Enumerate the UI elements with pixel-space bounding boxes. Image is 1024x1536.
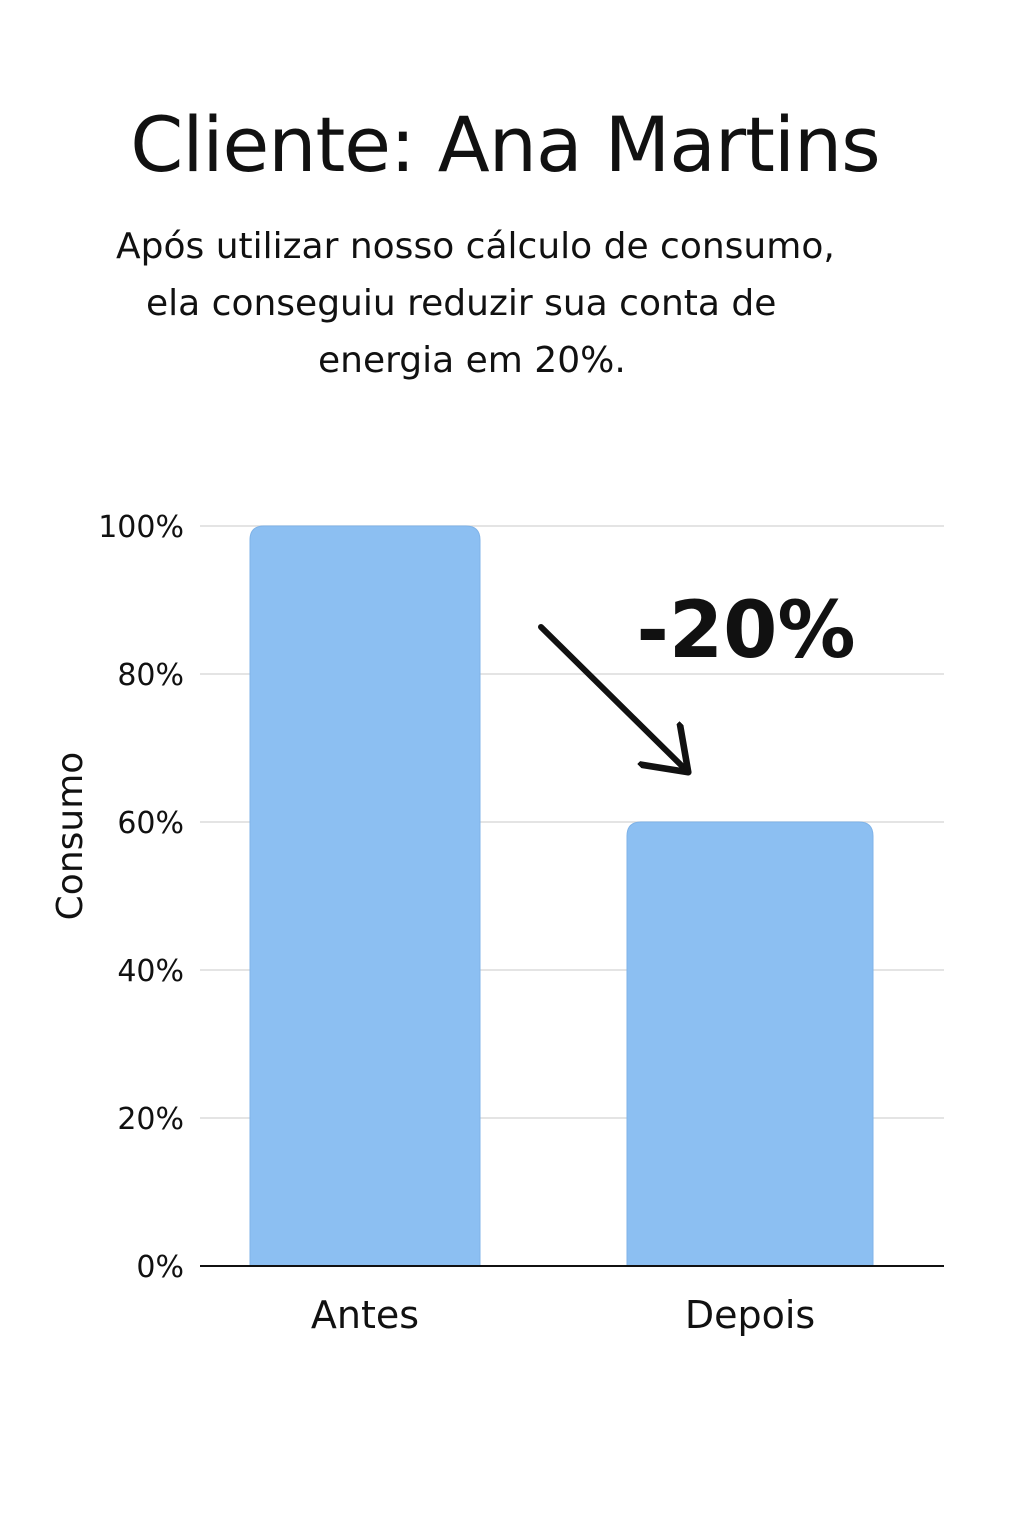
reduction-arrow bbox=[538, 624, 684, 768]
bar-antes bbox=[249, 525, 481, 1267]
x-category-label-depois: Depois bbox=[685, 1293, 815, 1337]
subtitle-line-2: ela conseguiu reduzir sua conta de bbox=[146, 283, 777, 324]
y-tick-label-60: 60% bbox=[117, 806, 184, 841]
page-title: Cliente: Ana Martins bbox=[130, 100, 881, 189]
x-category-label-antes: Antes bbox=[311, 1293, 419, 1337]
y-tick-label-100: 100% bbox=[98, 510, 184, 545]
y-tick-label-40: 40% bbox=[117, 954, 184, 989]
subtitle-line-3: energia em 20%. bbox=[318, 340, 626, 381]
y-tick-label-0: 0% bbox=[136, 1250, 184, 1285]
subtitle-line-1: Após utilizar nosso cálculo de consumo, bbox=[116, 226, 835, 267]
y-axis-title: Consumo bbox=[50, 752, 91, 921]
y-tick-label-80: 80% bbox=[117, 658, 184, 693]
y-tick-label-20: 20% bbox=[117, 1102, 184, 1137]
reduction-annotation: -20% bbox=[636, 586, 855, 676]
labels: 0% 20% 40% 60% 80% 100% Antes Depois bbox=[98, 510, 815, 1337]
bars bbox=[249, 525, 874, 1267]
bar-depois bbox=[626, 821, 874, 1267]
